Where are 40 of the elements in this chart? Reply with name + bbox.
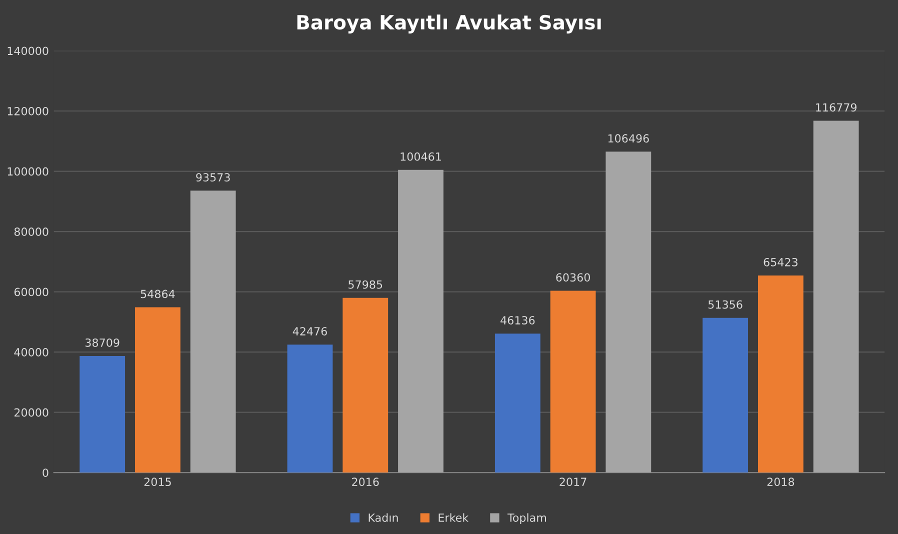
y-tick-label: 80000: [14, 228, 48, 236]
bar: [758, 275, 804, 473]
data-label: 116779: [816, 103, 856, 112]
legend-label: Kadın: [368, 513, 398, 522]
data-label: 46136: [500, 316, 535, 324]
data-label: 93573: [196, 173, 230, 182]
chart-title: Baroya Kayıtlı Avukat Sayısı: [297, 14, 601, 34]
y-tick-label: 100000: [8, 167, 48, 176]
data-label: 42476: [292, 327, 327, 336]
bar: [494, 334, 540, 473]
y-tick-label: 40000: [14, 348, 48, 356]
data-label: 51356: [708, 300, 742, 309]
y-tick-label: 0: [42, 468, 48, 477]
bar: [342, 298, 388, 473]
data-label: 65423: [764, 258, 798, 266]
legend-label: Erkek: [438, 513, 469, 522]
data-label: 60360: [556, 273, 590, 282]
bar: [813, 120, 859, 473]
data-label: 54864: [140, 290, 175, 298]
y-tick-label: 60000: [14, 288, 48, 296]
bar: [702, 318, 748, 473]
bar: [550, 290, 596, 473]
y-tick-label: 20000: [14, 408, 48, 417]
x-tick-label: 2017: [560, 478, 586, 486]
bar: [606, 152, 652, 473]
y-tick-label: 120000: [8, 106, 48, 116]
bar: [190, 190, 236, 473]
bar: [287, 344, 333, 473]
x-tick-label: 2015: [144, 478, 171, 486]
x-tick-label: 2018: [767, 478, 794, 486]
bar: [80, 356, 126, 473]
data-label: 38709: [86, 338, 120, 347]
y-tick-label: 140000: [8, 46, 48, 56]
x-tick-label: 2016: [352, 478, 379, 486]
data-label: 106496: [608, 134, 649, 143]
legend-label: Toplam: [507, 513, 546, 524]
bar: [398, 170, 444, 473]
data-label: 57985: [348, 280, 382, 289]
data-label: 100461: [400, 152, 441, 161]
bar: [135, 307, 180, 473]
